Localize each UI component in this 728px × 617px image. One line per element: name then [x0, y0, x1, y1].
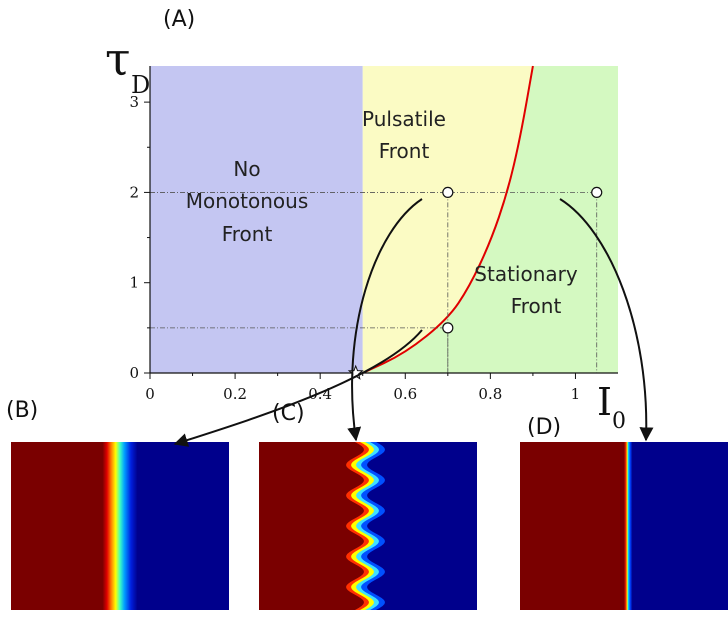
sample-point-2 — [591, 186, 603, 199]
axes — [144, 66, 618, 379]
region-label-front-3: Front — [511, 294, 562, 318]
sample-points — [442, 186, 603, 334]
region-label-pulsatile: Pulsatile — [362, 107, 446, 131]
x-axis-symbol: I — [597, 380, 612, 424]
x-tick-label: 0.4 — [308, 385, 332, 403]
front-image-b — [11, 442, 229, 610]
arrow-to-d — [559, 198, 654, 442]
arrow-to-b — [173, 329, 423, 447]
region-label-front-2: Front — [379, 139, 430, 163]
stationary-region — [362, 66, 618, 373]
x-tick-label: 0.8 — [478, 385, 502, 403]
x-tick-label: 0 — [145, 385, 155, 403]
phase-diagram: 0 0.2 0.4 0.6 0.8 1 0 1 2 3 — [129, 65, 618, 403]
region-label-no: No — [233, 157, 260, 181]
arrow-to-c — [347, 198, 423, 442]
front-image-d — [520, 442, 728, 610]
y-tick-label: 3 — [129, 93, 139, 111]
sample-point-0 — [442, 322, 454, 334]
x-tick-label: 0.2 — [223, 385, 247, 403]
panel-label-d: (D) — [527, 415, 561, 440]
region-label-monotonous: Monotonous — [186, 189, 309, 213]
x-tick-labels: 0 0.2 0.4 0.6 0.8 1 — [145, 385, 580, 403]
region-label-stationary: Stationary — [474, 262, 578, 286]
boundary-curve — [362, 65, 534, 374]
x-tick-label: 1 — [571, 385, 581, 403]
y-axis-symbol: τ — [105, 32, 130, 86]
y-tick-labels: 0 1 2 3 — [129, 93, 139, 382]
y-tick-label: 2 — [129, 183, 139, 201]
guide-lines — [150, 192, 598, 373]
front-image-c — [259, 442, 477, 610]
x-tick-label: 0.6 — [393, 385, 417, 403]
panel-label-a: (A) — [163, 7, 195, 32]
y-tick-label: 0 — [129, 364, 139, 382]
region-label-front-1: Front — [222, 222, 273, 246]
x-axis-subscript: 0 — [612, 409, 626, 434]
y-axis-subscript: D — [131, 71, 150, 99]
panel-label-b: (B) — [6, 398, 38, 423]
y-tick-label: 1 — [129, 274, 139, 292]
no-monotonous-region — [150, 66, 363, 373]
sample-point-1 — [442, 186, 454, 199]
